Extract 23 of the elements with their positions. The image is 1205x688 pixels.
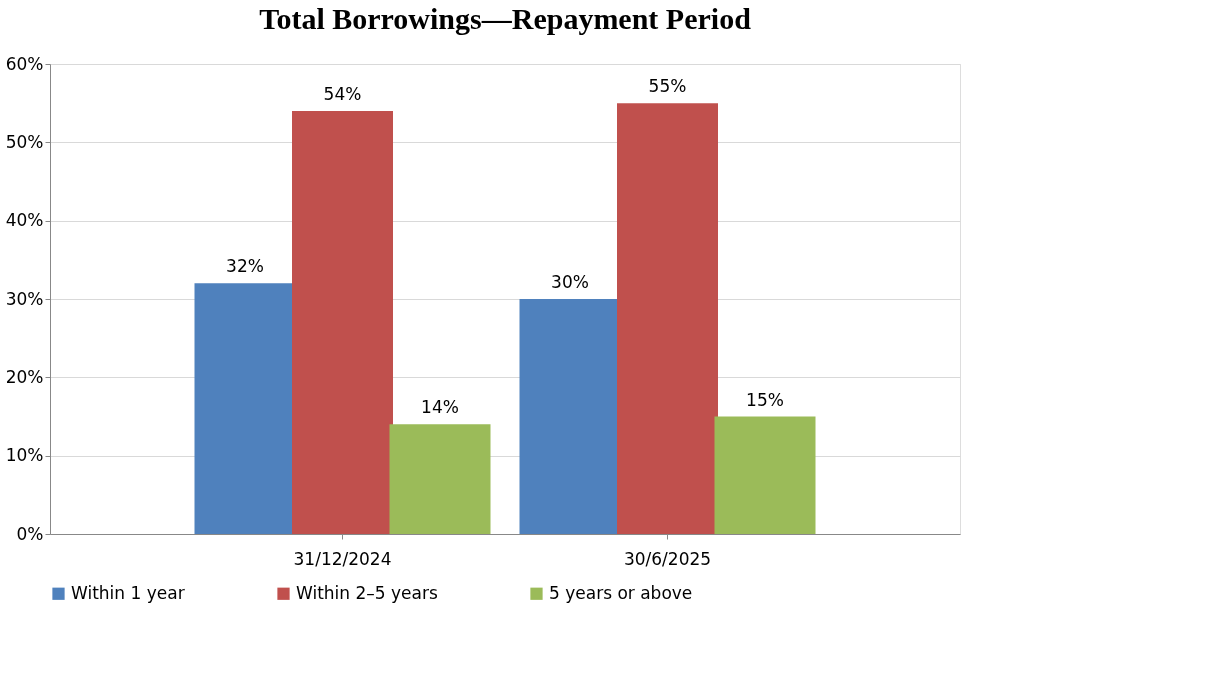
bar	[617, 103, 718, 534]
legend-label: Within 1 year	[71, 582, 185, 603]
data-label: 32%	[226, 256, 264, 277]
y-tick-label: 30%	[5, 288, 44, 309]
legend-label: 5 years or above	[549, 582, 693, 603]
bar	[292, 111, 393, 534]
y-tick-label: 40%	[5, 210, 44, 231]
y-tick-label: 10%	[5, 445, 44, 466]
y-tick-label: 50%	[5, 131, 44, 152]
data-label: 55%	[648, 76, 687, 97]
data-label: 14%	[421, 397, 459, 418]
y-tick-label: 20%	[5, 366, 44, 387]
y-tick-label: 0%	[16, 523, 44, 544]
x-tick-label: 31/12/2024	[293, 548, 392, 569]
x-tick-label: 30/6/2025	[623, 548, 712, 569]
data-label: 30%	[551, 272, 589, 292]
chart-title: Total Borrowings—Repayment Period	[259, 2, 752, 35]
data-label: 54%	[323, 84, 362, 104]
data-label: 15%	[746, 389, 784, 410]
y-tick-label: 60%	[5, 53, 44, 74]
bar	[389, 424, 491, 534]
legend-label: Within 2–5 years	[296, 582, 438, 603]
bar	[714, 416, 816, 534]
